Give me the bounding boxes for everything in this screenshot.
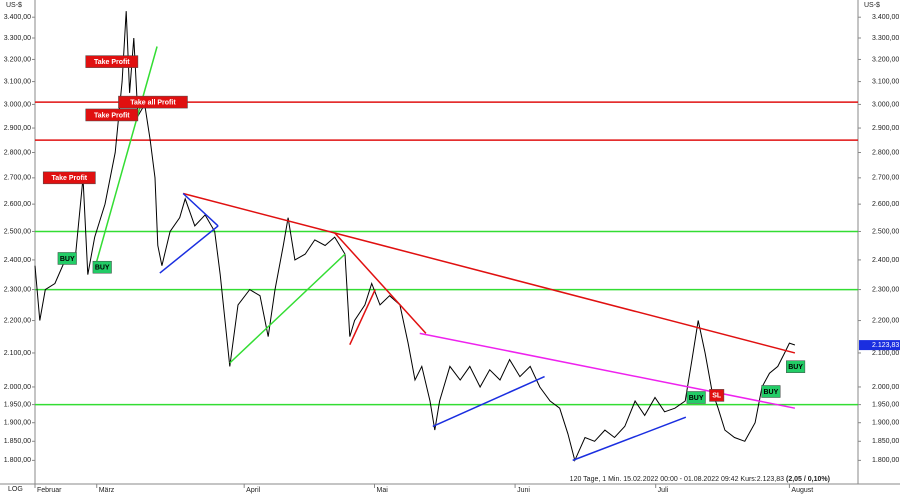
y-tick-label: 2.500,00 (872, 228, 899, 235)
y-tick-label: 2.400,00 (4, 257, 31, 264)
y-tick-label: 3.200,00 (872, 56, 899, 63)
x-tick-label: August (791, 487, 813, 494)
y-tick-label: 2.300,00 (872, 286, 899, 293)
x-tick-label: März (99, 487, 115, 494)
signal-label: BUY (60, 256, 75, 263)
signal-box (85, 55, 139, 68)
signal-label: BUY (788, 364, 803, 371)
y-tick-label: 2.700,00 (4, 175, 31, 182)
trend-line (182, 192, 219, 227)
signal-label: Take all Profit (130, 99, 176, 106)
y-tick-label: 3.400,00 (872, 14, 899, 21)
signal-box (786, 360, 806, 373)
x-tick-label: Mai (376, 487, 388, 494)
signal-box (709, 389, 725, 402)
y-tick-label: 1.900,00 (4, 420, 31, 427)
y-tick-label: 3.300,00 (4, 35, 31, 42)
x-tick-label: Juni (517, 487, 530, 494)
y-tick-label: 2.300,00 (4, 286, 31, 293)
y-tick-label: 2.200,00 (4, 317, 31, 324)
footer: 120 Tage, 1 Min. 15.02.2022 00:00 - 01.0… (570, 476, 784, 483)
trend-line (349, 289, 376, 346)
trend-line (572, 416, 687, 462)
y-tick-label: 3.000,00 (4, 101, 31, 108)
trend-line (334, 232, 427, 334)
signal-box (686, 391, 706, 404)
trend-line (159, 225, 219, 274)
trend-line (432, 375, 545, 428)
y-tick-label: 2.600,00 (872, 201, 899, 208)
trend-line (182, 192, 796, 354)
signal-box (92, 260, 112, 274)
trend-line (419, 332, 796, 409)
y-tick-label: 2.700,00 (872, 175, 899, 182)
y-tick-label: 1.950,00 (872, 401, 899, 408)
signal-label: BUY (689, 395, 704, 402)
footer-change: (2,05 / 0,10%) (786, 476, 830, 483)
signal-label: Take Profit (94, 112, 130, 119)
signal-box (118, 95, 188, 109)
y-tick-label: 2.800,00 (4, 149, 31, 156)
signal-label: Take Profit (51, 175, 87, 182)
y-tick-label: 2.100,00 (4, 350, 31, 357)
y-tick-label: 2.900,00 (4, 125, 31, 132)
trend-line (93, 46, 158, 269)
x-tick-label: Juli (658, 487, 669, 494)
x-tick-label: Februar (37, 487, 62, 494)
x-tick-label: April (246, 487, 260, 494)
y-tick-label: 2.100,00 (872, 350, 899, 357)
last-price-label: 2.123,83 (872, 342, 899, 349)
y-tick-label: 3.400,00 (4, 14, 31, 21)
last-price-box (859, 340, 900, 351)
y-tick-label: 2.200,00 (872, 317, 899, 324)
y-tick-label: 3.300,00 (872, 35, 899, 42)
y-tick-label: 3.100,00 (872, 78, 899, 85)
y-tick-label: 2.900,00 (872, 125, 899, 132)
signal-label: Take Profit (94, 59, 130, 66)
y-tick-label: 2.400,00 (872, 257, 899, 264)
trend-line (229, 253, 346, 364)
y-tick-label: 2.000,00 (872, 384, 899, 391)
signal-box (42, 171, 96, 185)
signal-box (85, 108, 139, 122)
y-tick-label: 2.600,00 (4, 201, 31, 208)
y-tick-label: 1.950,00 (4, 401, 31, 408)
currency-left: US-$ (6, 2, 22, 9)
scale-label: LOG (8, 486, 23, 493)
y-tick-label: 1.900,00 (872, 420, 899, 427)
y-tick-label: 1.800,00 (872, 457, 899, 464)
y-tick-label: 1.850,00 (872, 438, 899, 445)
signal-box (761, 385, 781, 398)
signal-label: BUY (764, 389, 779, 396)
y-tick-label: 3.100,00 (4, 78, 31, 85)
y-tick-label: 2.800,00 (872, 149, 899, 156)
currency-right: US-$ (864, 2, 880, 9)
signal-box (57, 252, 77, 265)
y-tick-label: 3.000,00 (872, 101, 899, 108)
signal-label: SL (712, 393, 722, 400)
y-tick-label: 2.500,00 (4, 228, 31, 235)
y-tick-label: 2.000,00 (4, 384, 31, 391)
y-tick-label: 3.200,00 (4, 56, 31, 63)
signal-label: BUY (95, 265, 110, 272)
y-tick-label: 1.850,00 (4, 438, 31, 445)
y-tick-label: 1.800,00 (4, 457, 31, 464)
